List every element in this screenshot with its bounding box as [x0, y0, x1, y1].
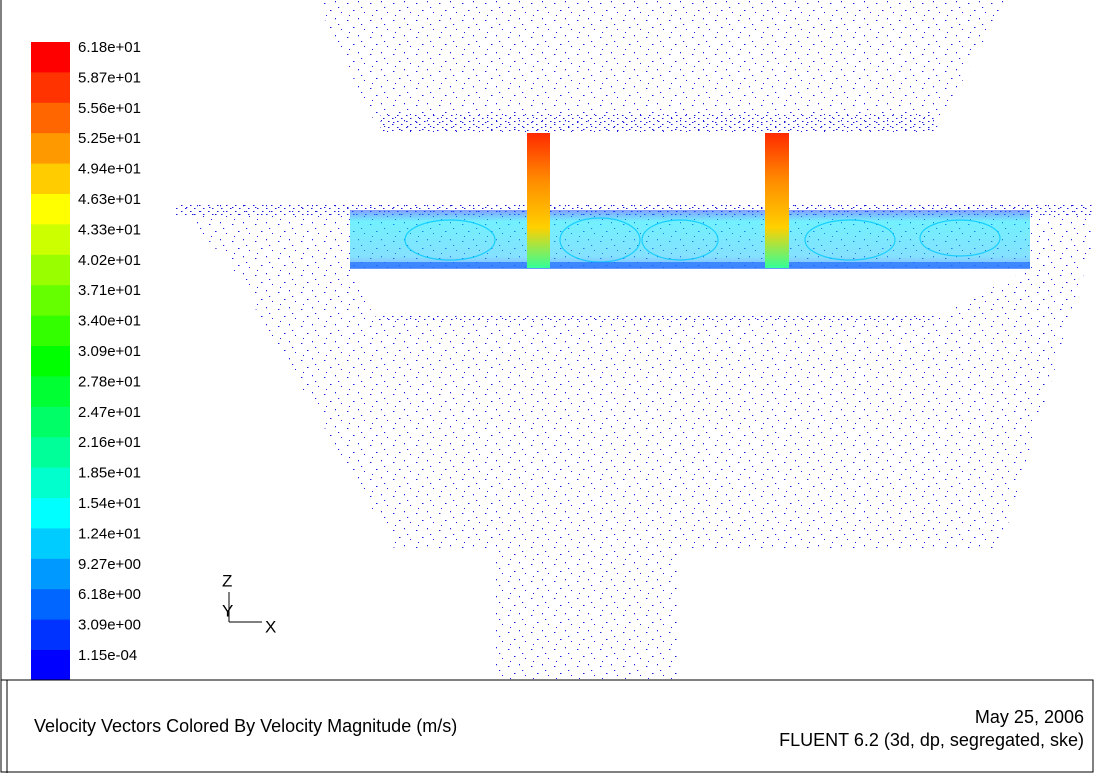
axis-z: Z [222, 571, 232, 590]
axis-x: X [265, 617, 276, 636]
jet [527, 133, 550, 268]
colorbar-label: 5.87e+01 [78, 69, 141, 86]
colorbar-label: 1.15e-04 [78, 647, 137, 664]
footer-title: Velocity Vectors Colored By Velocity Mag… [34, 716, 457, 736]
colorbar-swatch [31, 194, 70, 225]
colorbar-swatch [31, 467, 70, 499]
colorbar-swatch [31, 498, 70, 529]
colorbar-swatch [31, 406, 70, 438]
colorbar-label: 2.47e+01 [78, 404, 141, 421]
axis-triad [228, 592, 262, 623]
colorbar-swatch [31, 558, 70, 590]
colorbar-swatch [31, 163, 70, 195]
cavity [350, 268, 1030, 318]
footer-date: May 25, 2006 [975, 707, 1084, 727]
colorbar-swatch [31, 650, 70, 681]
colorbar-swatch [31, 133, 70, 165]
outlet-domain [495, 550, 680, 680]
colorbar-label: 6.18e+00 [78, 586, 141, 603]
colorbar-swatch [31, 315, 70, 347]
cavity-bottom [375, 315, 935, 321]
colorbar-label: 4.02e+01 [78, 252, 141, 269]
colorbar-label: 3.40e+01 [78, 313, 141, 330]
colorbar-swatch [31, 376, 70, 408]
footer-panel [0, 679, 1094, 773]
jet [765, 133, 789, 268]
colorbar-label: 2.16e+01 [78, 434, 141, 451]
colorbar-swatch [31, 346, 70, 377]
colorbar-label: 4.94e+01 [78, 161, 141, 178]
upper-wall [380, 115, 935, 133]
colorbar-label: 4.33e+01 [78, 221, 141, 238]
colorbar-label: 9.27e+00 [78, 556, 141, 573]
upper-domain [315, 0, 1005, 133]
colorbar-label: 1.85e+01 [78, 465, 141, 482]
colorbar-label: 4.63e+01 [78, 191, 141, 208]
colorbar-label: 1.24e+01 [78, 525, 141, 542]
colorbar-label: 5.25e+01 [78, 130, 141, 147]
colorbar-swatch [31, 72, 70, 104]
axis-y: Y [222, 601, 233, 620]
colorbar-label: 3.71e+01 [78, 282, 141, 299]
colorbar-label: 3.09e+01 [78, 343, 141, 360]
colorbar-swatch [31, 42, 70, 73]
footer-solver: FLUENT 6.2 (3d, dp, segregated, ske) [779, 730, 1084, 750]
colorbar-swatch [31, 254, 70, 286]
colorbar-label: 1.54e+01 [78, 495, 141, 512]
colorbar-swatch [31, 437, 70, 469]
colorbar-swatch [31, 528, 70, 560]
colorbar-label: 6.18e+01 [78, 39, 141, 56]
colorbar-label: 2.78e+01 [78, 373, 141, 390]
colorbar-swatch [31, 224, 70, 256]
swirl-band [350, 210, 1030, 268]
cavity-top [350, 262, 1030, 269]
colorbar-label: 3.09e+00 [78, 617, 141, 634]
colorbar-swatch [31, 589, 70, 621]
colorbar-swatch [31, 619, 70, 651]
colorbar-label: 5.56e+01 [78, 100, 141, 117]
colorbar-swatch [31, 285, 70, 317]
colorbar-swatch [31, 102, 70, 134]
colorbar: 6.18e+01 5.87e+01 5.56e+01 5.25e+01 4.94e+01… [31, 39, 141, 681]
